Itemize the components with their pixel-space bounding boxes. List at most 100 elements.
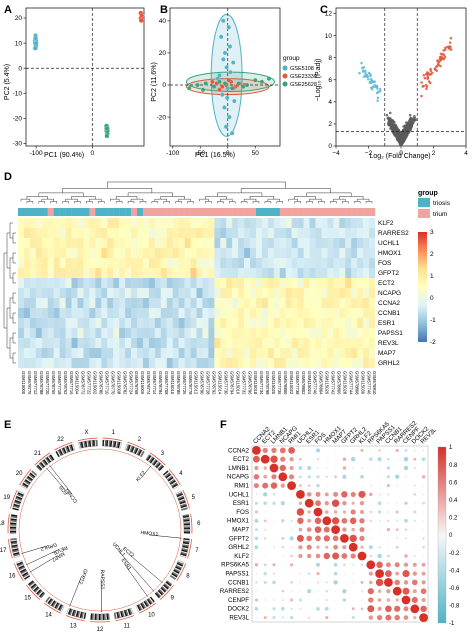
f-correlation-dot <box>349 517 357 525</box>
d-group-cell <box>256 208 263 216</box>
d-cell <box>107 358 114 369</box>
f-correlation-dot <box>379 467 381 469</box>
d-dendrogram-branch <box>178 198 191 202</box>
d-cell <box>363 348 370 359</box>
d-cell <box>303 358 310 369</box>
d-group-cell <box>339 208 346 216</box>
d-cell <box>65 298 72 309</box>
f-correlation-dot <box>379 476 381 478</box>
c-point <box>403 124 407 127</box>
d-cell <box>131 218 138 229</box>
d-cell <box>190 258 197 269</box>
f-correlation-dot <box>367 588 374 595</box>
e-chromosome-label: 21 <box>34 451 41 457</box>
f-correlation-dot <box>405 511 407 513</box>
e-chromosome: 19 <box>3 489 25 511</box>
f-correlation-dot <box>289 457 294 462</box>
f-correlation-dot <box>308 564 310 566</box>
d-cell <box>107 348 114 359</box>
d-dendrogram-branch <box>12 292 16 304</box>
d-cell <box>291 308 298 319</box>
d-cell <box>250 218 257 229</box>
d-cell <box>351 258 358 269</box>
d-cell <box>77 228 84 239</box>
e-gene-label: HMOX1 <box>140 530 159 538</box>
d-cell <box>53 218 60 229</box>
d-cell <box>95 228 102 239</box>
d-cell <box>339 238 346 249</box>
c-y-tick-label: 0 <box>328 143 332 150</box>
d-cell <box>261 358 269 369</box>
d-colorbar-tick-label: -1 <box>430 317 436 324</box>
f-correlation-dot <box>282 573 284 575</box>
d-cell <box>172 318 179 329</box>
e-band <box>95 439 98 447</box>
d-cell <box>303 298 310 309</box>
d-cell <box>190 288 197 299</box>
d-cell <box>148 218 155 229</box>
f-row-label: FOS <box>236 509 249 516</box>
e-chromosome-label: 19 <box>3 495 10 501</box>
d-cell <box>142 278 150 289</box>
d-cell <box>345 298 352 309</box>
d-cell <box>29 308 36 319</box>
d-cell <box>327 318 334 329</box>
f-correlation-dot <box>326 449 328 451</box>
c-x-tick-label: −4 <box>332 150 340 157</box>
d-cell <box>47 338 54 349</box>
d-cell <box>369 248 376 259</box>
d-group-cell <box>351 208 358 216</box>
d-cell <box>190 268 197 279</box>
f-correlation-dot <box>351 527 355 532</box>
d-cell <box>291 248 298 259</box>
d-column-label: GSM577722 <box>87 371 92 395</box>
e-band <box>18 490 25 495</box>
d-cell <box>148 318 155 329</box>
d-cell <box>202 268 209 279</box>
d-cell <box>214 258 221 269</box>
c-point <box>428 73 432 76</box>
d-cell <box>95 318 102 329</box>
d-group-cell <box>142 208 150 216</box>
c-plot-frame <box>335 7 467 147</box>
d-row-label: GRHL2 <box>378 360 400 367</box>
d-cell <box>345 278 352 289</box>
d-dendrogram-branch <box>294 196 316 200</box>
f-correlation-dot <box>386 466 391 470</box>
d-colorbar-tick-label: 1 <box>430 273 434 280</box>
d-cell <box>23 328 31 339</box>
d-cell <box>232 298 239 309</box>
d-dendrogram-branch <box>127 192 173 197</box>
d-cell <box>172 228 179 239</box>
f-correlation-dot <box>342 500 347 506</box>
e-gene-link <box>49 465 73 495</box>
d-cell <box>53 308 60 319</box>
f-correlation-dot <box>421 571 426 576</box>
c-point <box>376 96 380 100</box>
d-dendrogram-branch <box>249 196 275 200</box>
c-x-tick-label: 4 <box>464 150 468 157</box>
d-cell <box>95 308 102 319</box>
d-cell <box>59 238 66 249</box>
d-column-label: GSM115016 <box>235 371 240 395</box>
d-cell <box>357 228 364 239</box>
d-column-label: GSM115004 <box>75 371 80 395</box>
c-point <box>413 114 416 118</box>
d-cell <box>250 318 257 329</box>
d-cell <box>137 328 144 339</box>
c-point <box>397 131 401 135</box>
d-group-cell <box>41 208 48 216</box>
f-correlation-dot <box>273 599 275 601</box>
c-y-tick-label: 6 <box>328 77 332 84</box>
f-correlation-dot <box>421 597 426 603</box>
e-gene-link <box>29 555 58 573</box>
d-cell <box>244 338 251 349</box>
d-cell <box>232 258 239 269</box>
d-dendrogram-branch <box>9 297 13 319</box>
d-cell <box>357 258 364 269</box>
e-chromosome-label: 11 <box>124 623 131 629</box>
d-cell <box>137 218 144 229</box>
d-cell <box>178 318 185 329</box>
f-correlation-dot <box>313 507 323 517</box>
d-cell <box>89 308 96 319</box>
